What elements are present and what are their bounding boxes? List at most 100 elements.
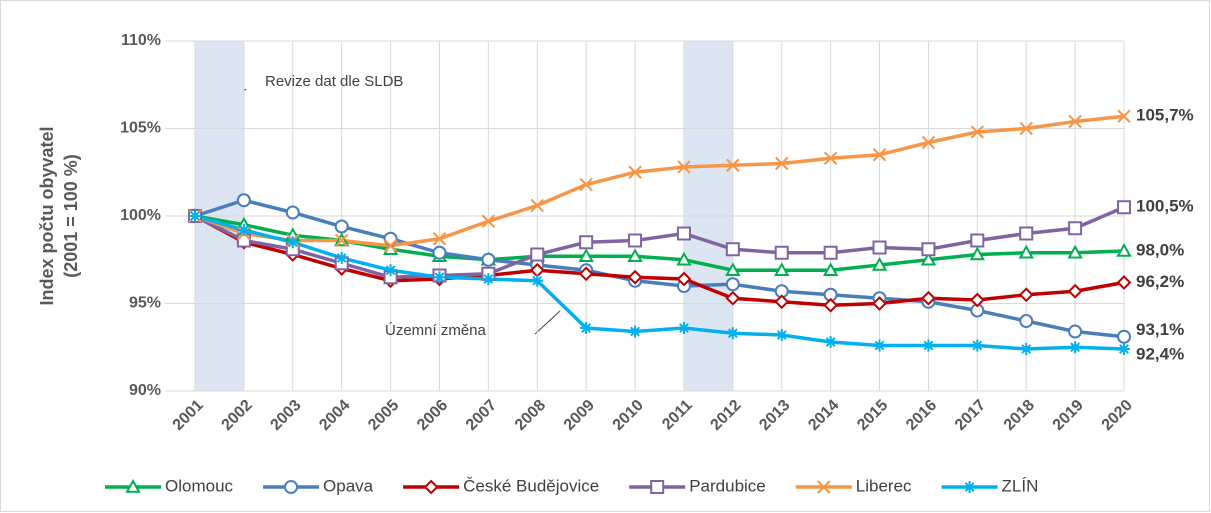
data-label: 100,5% bbox=[1136, 197, 1194, 216]
marker bbox=[1019, 226, 1034, 241]
marker bbox=[628, 165, 642, 179]
marker bbox=[335, 252, 348, 264]
y-tick-label: 105% bbox=[120, 120, 161, 137]
marker bbox=[676, 251, 692, 266]
marker bbox=[1068, 221, 1083, 236]
marker bbox=[1020, 343, 1033, 355]
legend-marker bbox=[650, 480, 665, 494]
marker bbox=[823, 245, 838, 260]
marker bbox=[822, 262, 839, 277]
marker bbox=[578, 248, 594, 263]
legend-label: ZLÍN bbox=[1002, 476, 1039, 495]
legend-marker bbox=[284, 480, 299, 494]
marker bbox=[629, 325, 642, 338]
marker bbox=[726, 158, 740, 172]
marker bbox=[823, 151, 838, 165]
annotation: Revize dat dle SLDB bbox=[265, 73, 403, 90]
series-line bbox=[194, 198, 1125, 339]
annotation: Územní změna bbox=[385, 322, 487, 339]
legend-label: České Budějovice bbox=[463, 476, 599, 495]
y-tick-label: 100% bbox=[120, 207, 161, 224]
marker bbox=[872, 148, 887, 162]
marker bbox=[627, 248, 643, 263]
marker bbox=[432, 232, 447, 246]
marker bbox=[1019, 121, 1033, 136]
marker bbox=[676, 226, 691, 241]
marker bbox=[334, 219, 349, 234]
marker bbox=[969, 292, 985, 308]
marker bbox=[1118, 343, 1130, 355]
series-line bbox=[194, 214, 1125, 351]
y-tick-label: 95% bbox=[129, 295, 161, 312]
marker bbox=[971, 339, 984, 352]
marker bbox=[579, 235, 594, 250]
marker bbox=[481, 214, 496, 228]
marker bbox=[1069, 341, 1082, 354]
series-line bbox=[194, 114, 1125, 248]
marker bbox=[921, 242, 936, 257]
marker bbox=[970, 233, 985, 248]
y-tick-label: 110% bbox=[121, 32, 161, 49]
legend-label: Pardubice bbox=[689, 476, 766, 495]
marker bbox=[433, 271, 446, 284]
y-tick-label: 90% bbox=[129, 382, 161, 399]
y-axis-label-line: (2001 = 100 %) bbox=[61, 154, 81, 278]
marker bbox=[189, 210, 201, 222]
marker bbox=[725, 277, 740, 292]
marker bbox=[1068, 324, 1083, 339]
marker bbox=[921, 135, 936, 150]
marker bbox=[725, 242, 740, 257]
marker bbox=[873, 339, 886, 352]
marker bbox=[627, 269, 643, 285]
marker bbox=[285, 205, 300, 220]
marker bbox=[872, 240, 887, 255]
marker bbox=[1116, 242, 1132, 257]
marker bbox=[286, 236, 299, 249]
marker bbox=[872, 296, 887, 311]
marker bbox=[334, 233, 349, 248]
marker bbox=[579, 177, 593, 192]
legend-label: Olomouc bbox=[165, 476, 234, 495]
marker bbox=[237, 224, 250, 236]
marker bbox=[530, 198, 544, 213]
marker bbox=[531, 274, 544, 287]
data-label: 98,0% bbox=[1136, 240, 1184, 259]
marker bbox=[726, 327, 739, 340]
marker bbox=[1067, 283, 1083, 299]
marker bbox=[775, 329, 788, 341]
annotation-leader bbox=[534, 310, 561, 335]
marker bbox=[482, 273, 495, 285]
marker bbox=[774, 262, 790, 277]
data-label: 105,7% bbox=[1136, 106, 1194, 125]
series-line bbox=[194, 214, 1125, 308]
marker bbox=[676, 271, 692, 287]
marker bbox=[1068, 114, 1082, 129]
marker bbox=[578, 266, 594, 282]
data-label: 93,1% bbox=[1136, 320, 1184, 339]
marker bbox=[481, 252, 496, 267]
marker bbox=[969, 246, 986, 261]
marker bbox=[921, 290, 936, 306]
data-label: 92,4% bbox=[1136, 344, 1184, 363]
marker bbox=[628, 233, 643, 248]
legend-marker bbox=[423, 479, 439, 495]
marker bbox=[1018, 287, 1034, 303]
marker bbox=[1019, 314, 1034, 328]
marker bbox=[775, 156, 789, 171]
marker bbox=[236, 193, 251, 208]
marker bbox=[871, 256, 888, 271]
marker bbox=[725, 262, 741, 277]
series-line bbox=[194, 205, 1125, 280]
marker bbox=[1018, 244, 1034, 259]
legend-marker bbox=[817, 480, 831, 494]
marker bbox=[1116, 275, 1132, 290]
marker bbox=[824, 336, 837, 348]
marker bbox=[823, 297, 839, 313]
marker bbox=[774, 294, 790, 310]
marker bbox=[580, 322, 593, 334]
marker bbox=[432, 245, 447, 260]
marker bbox=[1117, 329, 1131, 344]
marker bbox=[384, 264, 397, 277]
marker bbox=[530, 247, 545, 262]
